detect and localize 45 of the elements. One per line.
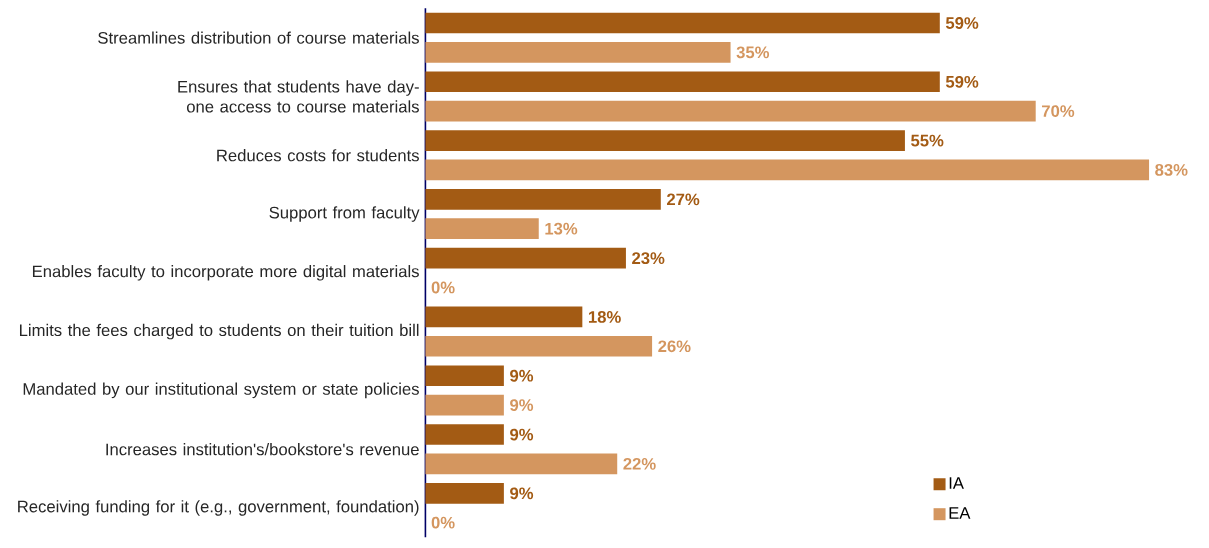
data-label: 26% — [658, 340, 691, 353]
data-label: 83% — [1155, 163, 1188, 176]
bar — [425, 482, 504, 504]
data-label: 35% — [736, 46, 770, 59]
bar — [425, 247, 626, 269]
data-label: 55% — [911, 134, 944, 147]
bar — [425, 71, 940, 92]
data-label: 13% — [545, 222, 578, 235]
data-label: 23% — [632, 252, 665, 264]
bar — [425, 365, 504, 386]
data-label: 59% — [945, 16, 979, 29]
data-label: 9% — [510, 369, 534, 382]
bar — [425, 12, 940, 34]
data-label: 9% — [510, 487, 534, 500]
legend-label: EA — [949, 507, 971, 519]
bar — [425, 335, 653, 357]
y-tick-label: Mandated by our institutional system or state policies — [23, 382, 419, 399]
data-label: 59% — [945, 75, 979, 88]
bar — [425, 453, 618, 475]
legend-label: IA — [949, 477, 964, 489]
y-tick-label: Support from faculty — [269, 206, 420, 222]
data-label: 22% — [623, 457, 656, 470]
y-tick-label: Limits the fees charged to students on their tuition bill — [19, 323, 419, 340]
bar — [425, 188, 661, 210]
y-tick-label: Ensures that students have day-one access to course materials — [178, 80, 419, 113]
y-tick-label: Increases institution's/bookstore's revenue — [106, 442, 419, 456]
bar — [425, 394, 504, 416]
y-tick-label: Streamlines distribution of course materials — [98, 31, 419, 44]
data-label: 18% — [588, 310, 621, 323]
data-label: 0% — [431, 281, 455, 294]
bar — [425, 424, 504, 445]
bar — [425, 41, 731, 63]
data-label: 27% — [666, 193, 700, 206]
data-label: 70% — [1042, 105, 1075, 117]
data-label: 0% — [431, 516, 455, 529]
data-label: 9% — [510, 428, 534, 441]
bar — [425, 100, 1036, 122]
bar — [425, 306, 583, 328]
bar — [425, 159, 1150, 181]
bar — [425, 218, 539, 239]
y-tick-label: Receiving funding for it (e.g., government, foundation) — [18, 500, 419, 516]
y-tick-label: Reduces costs for students — [217, 148, 419, 162]
y-tick-label: Enables faculty to incorporate more digital materials — [32, 264, 419, 281]
data-label: 9% — [510, 399, 534, 411]
bar — [425, 130, 905, 151]
